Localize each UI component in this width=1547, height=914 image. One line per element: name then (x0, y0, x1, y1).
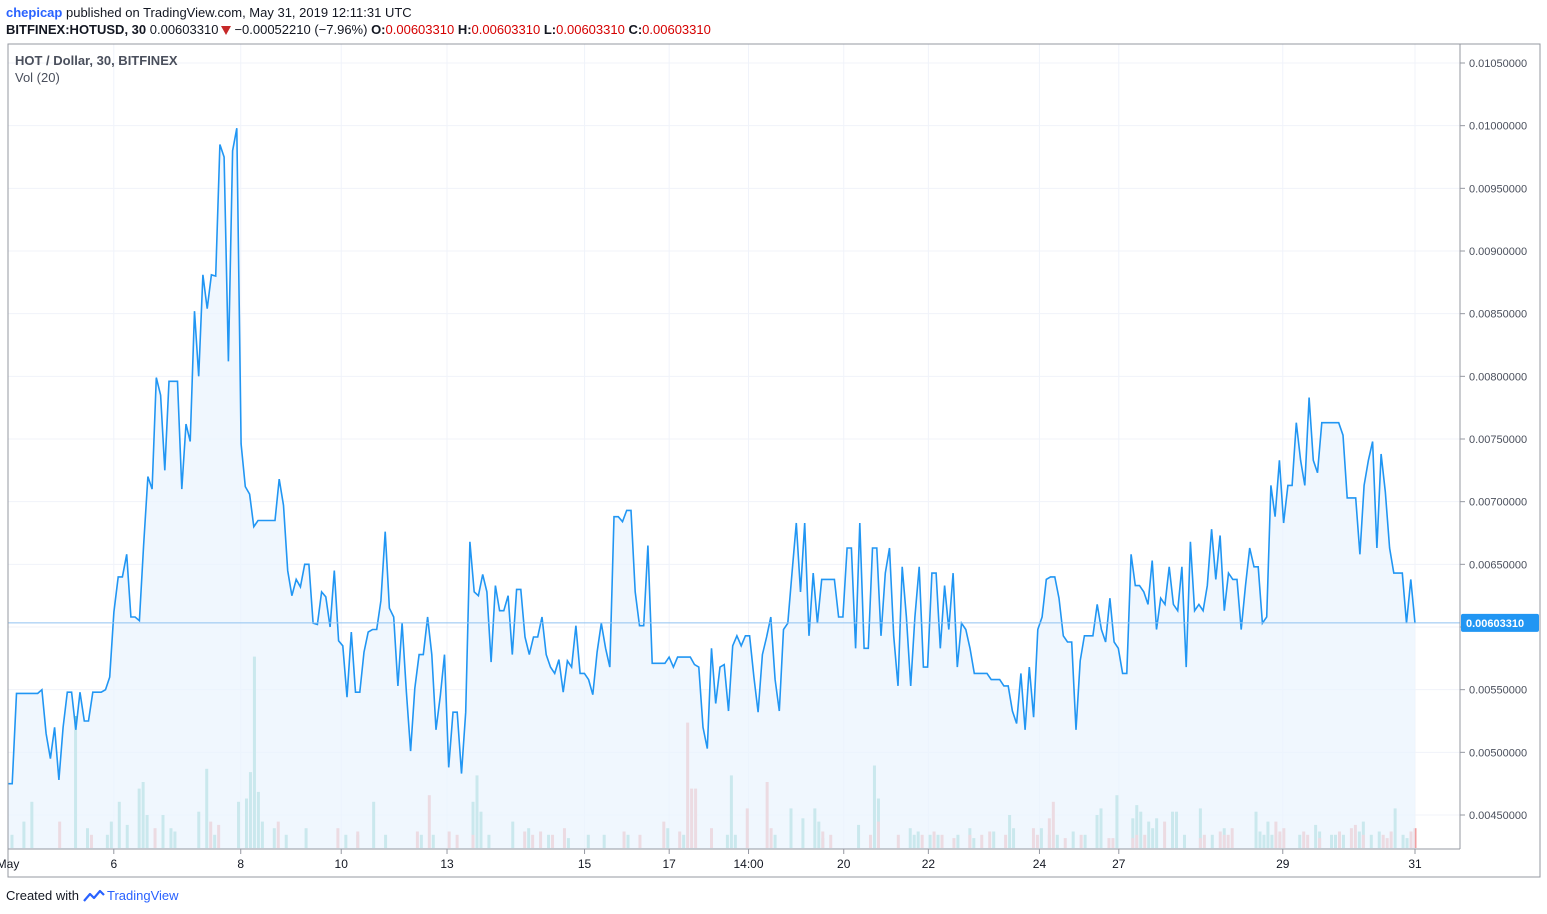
price-line (8, 128, 1416, 785)
x-tick-label: 29 (1276, 857, 1290, 871)
series-legend[interactable]: HOT / Dollar, 30, BITFINEX (15, 53, 178, 68)
y-tick-label: 0.01000000 (1469, 121, 1527, 133)
close-value: 0.00603310 (642, 22, 711, 37)
last-price: 0.00603310 (149, 22, 219, 37)
tradingview-logo-icon (83, 889, 105, 902)
x-tick-label: 22 (922, 857, 936, 871)
x-tick-label: 17 (663, 857, 677, 871)
outer-frame (7, 43, 1541, 878)
volume-legend[interactable]: Vol (20) (15, 70, 60, 85)
x-tick-label: 15 (578, 857, 592, 871)
price-change: −0.00052210 (−7.96%) (234, 22, 368, 37)
y-tick-label: 0.00800000 (1469, 371, 1527, 383)
created-with-text: Created with (6, 888, 79, 903)
x-tick-label: 27 (1112, 857, 1126, 871)
y-tick-label: 0.00550000 (1469, 685, 1527, 697)
y-tick-label: 0.00700000 (1469, 497, 1527, 509)
x-tick-label: 14:00 (734, 857, 764, 871)
y-tick-label: 0.00900000 (1469, 246, 1527, 258)
high-value: 0.00603310 (471, 22, 541, 37)
publish-info: chepicap published on TradingView.com, M… (6, 5, 412, 21)
x-tick-label: 24 (1033, 857, 1047, 871)
open-label: O: (371, 22, 386, 37)
time-axis: May 6 8 10 13 15 17 14:00 20 22 24 27 29 31 (0, 849, 1422, 871)
y-tick-label: 0.00750000 (1469, 434, 1527, 446)
price-axis: 0.01050000 0.01000000 0.00950000 0.00900000… (1460, 58, 1527, 822)
high-label: H: (457, 22, 472, 37)
x-tick-label: 20 (837, 857, 851, 871)
author-link[interactable]: chepicap (6, 5, 63, 20)
price-badge-label: 0.00603310 (1466, 618, 1524, 630)
current-price-badge: 0.00603310 (1461, 613, 1539, 632)
close-label: C: (628, 22, 643, 37)
symbol-bar: BITFINEX:HOTUSD, 30 0.00603310 −0.0005221… (6, 22, 711, 38)
brand-text: TradingView (106, 888, 179, 903)
low-label: L: (543, 22, 557, 37)
footer: Created with TradingView (6, 888, 179, 903)
price-badge-bg (1461, 613, 1539, 632)
price-area-fill (8, 128, 1415, 849)
y-tick-label: 0.00500000 (1469, 747, 1527, 759)
x-tick-label: 10 (335, 857, 349, 871)
y-tick-label: 0.00950000 (1469, 183, 1527, 195)
y-tick-label: 0.01050000 (1469, 58, 1527, 70)
y-tick-label: 0.00850000 (1469, 309, 1527, 321)
symbol-label: BITFINEX:HOTUSD, 30 (6, 22, 147, 37)
down-arrow-icon (221, 26, 232, 35)
x-tick-label: 8 (237, 857, 244, 871)
x-tick-label: 13 (440, 857, 454, 871)
publish-text: published on TradingView.com, May 31, 20… (65, 5, 412, 20)
x-tick-label: 31 (1408, 857, 1422, 871)
low-value: 0.00603310 (556, 22, 625, 37)
x-tick-label: May (0, 857, 19, 871)
tradingview-link[interactable]: TradingView (83, 888, 179, 903)
y-tick-label: 0.00450000 (1469, 810, 1527, 822)
open-value: 0.00603310 (385, 22, 455, 37)
x-tick-label: 6 (110, 857, 117, 871)
chart-frame (7, 43, 1541, 878)
y-tick-label: 0.00650000 (1469, 559, 1527, 571)
